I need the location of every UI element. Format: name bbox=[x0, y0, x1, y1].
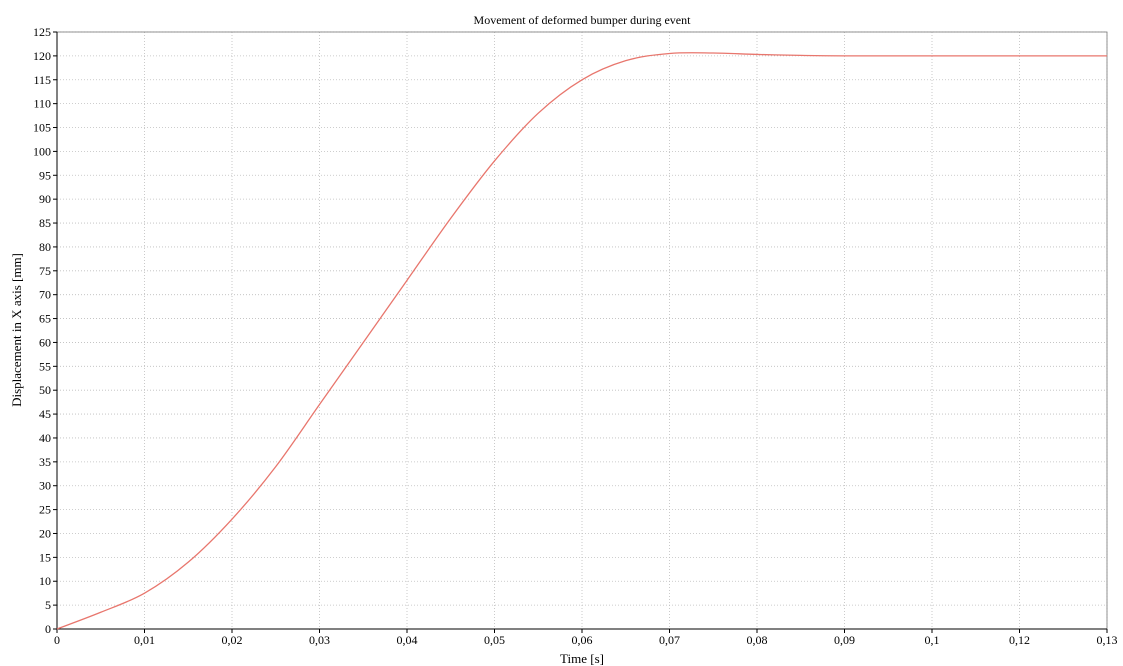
x-tick-label: 0,09 bbox=[834, 633, 855, 647]
x-tick-label: 0,03 bbox=[309, 633, 330, 647]
y-tick-label: 70 bbox=[39, 288, 51, 302]
x-tick-label: 0,01 bbox=[134, 633, 155, 647]
x-tick-labels: 0 0,01 0,02 0,03 0,04 0,05 0,06 0,07 0,08 0,09 0,1… bbox=[54, 633, 1118, 647]
y-tick-label: 75 bbox=[39, 264, 51, 278]
y-tick-label: 10 bbox=[39, 574, 51, 588]
y-tick-label: 125 bbox=[33, 25, 51, 39]
y-tick-label: 25 bbox=[39, 503, 51, 517]
y-tick-label: 85 bbox=[39, 216, 51, 230]
x-tick-label: 0,06 bbox=[572, 633, 593, 647]
x-axis-label: Time [s] bbox=[560, 651, 604, 666]
y-tick-label: 105 bbox=[33, 121, 51, 135]
x-tick-label: 0,04 bbox=[397, 633, 418, 647]
y-tick-label: 30 bbox=[39, 479, 51, 493]
y-tick-label: 35 bbox=[39, 455, 51, 469]
x-tick-label: 0,08 bbox=[747, 633, 768, 647]
y-tick-label: 80 bbox=[39, 240, 51, 254]
y-tick-label: 65 bbox=[39, 312, 51, 326]
y-tick-label: 5 bbox=[45, 598, 51, 612]
y-tick-label: 110 bbox=[33, 97, 51, 111]
y-tick-label: 0 bbox=[45, 622, 51, 636]
x-tick-label: 0,02 bbox=[222, 633, 243, 647]
axes bbox=[53, 31, 1108, 633]
chart-title: Movement of deformed bumper during event bbox=[474, 13, 692, 27]
y-axis-label: Displacement in X axis [mm] bbox=[9, 253, 24, 407]
y-tick-label: 20 bbox=[39, 526, 51, 540]
grid bbox=[57, 31, 1108, 629]
y-tick-label: 95 bbox=[39, 168, 51, 182]
x-tick-label: 0,05 bbox=[484, 633, 505, 647]
x-tick-label: 0 bbox=[54, 633, 60, 647]
y-tick-label: 15 bbox=[39, 550, 51, 564]
y-tick-label: 115 bbox=[33, 73, 51, 87]
series-line bbox=[56, 52, 1107, 630]
x-tick-label: 0,07 bbox=[659, 633, 680, 647]
x-tick-label: 0,12 bbox=[1009, 633, 1030, 647]
y-tick-label: 40 bbox=[39, 431, 51, 445]
y-tick-label: 100 bbox=[33, 144, 51, 158]
y-tick-label: 120 bbox=[33, 49, 51, 63]
y-tick-label: 50 bbox=[39, 383, 51, 397]
y-tick-label: 60 bbox=[39, 335, 51, 349]
x-tick-label: 0,1 bbox=[925, 633, 940, 647]
series-group bbox=[56, 52, 1107, 630]
y-tick-label: 45 bbox=[39, 407, 51, 421]
y-tick-label: 90 bbox=[39, 192, 51, 206]
y-tick-label: 55 bbox=[39, 359, 51, 373]
x-tick-label: 0,13 bbox=[1097, 633, 1118, 647]
y-tick-labels: 0 5 10 15 20 25 30 35 40 45 50 55 60 65 70 75 80 85 90 95 10… bbox=[33, 25, 51, 636]
